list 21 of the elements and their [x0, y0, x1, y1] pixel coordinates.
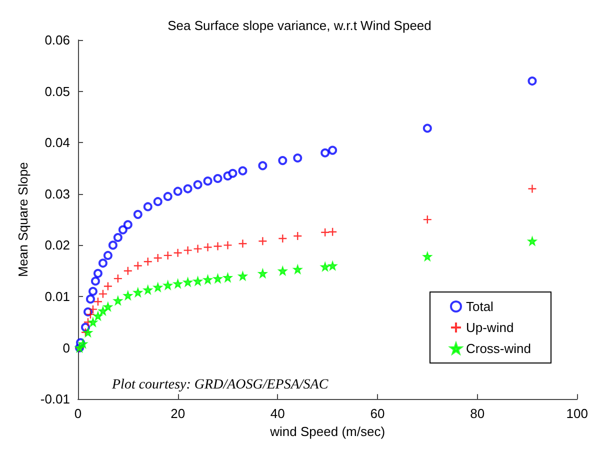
y-tick-label: 0.05 — [44, 84, 70, 99]
chart-title: Sea Surface slope variance, w.r.t Wind Speed — [168, 18, 432, 33]
y-axis-title: Mean Square Slope — [15, 162, 30, 278]
x-tick-label: 60 — [370, 406, 385, 422]
x-tick-label: 0 — [74, 406, 82, 422]
x-axis-title: wind Speed (m/sec) — [269, 424, 386, 439]
y-tick-label: 0.02 — [44, 238, 70, 253]
x-tick-label: 20 — [170, 406, 186, 422]
annotation: Plot courtesy: GRD/AOSG/EPSA/SAC — [111, 378, 329, 392]
x-tick-label: 100 — [566, 406, 588, 422]
y-tick-label: 0.04 — [44, 135, 70, 150]
x-tick-label: 40 — [270, 406, 285, 422]
legend-label: Cross-wind — [466, 341, 532, 356]
y-tick-label: 0.06 — [44, 32, 70, 48]
y-tick-label: 0.01 — [44, 289, 70, 304]
y-tick-label: 0 — [62, 340, 70, 356]
legend-label: Up-wind — [466, 320, 514, 335]
legend-label: Total — [466, 299, 494, 314]
x-tick-label: 80 — [470, 406, 485, 422]
y-tick-label: 0.03 — [44, 186, 70, 202]
y-tick-label: -0.01 — [40, 392, 70, 407]
